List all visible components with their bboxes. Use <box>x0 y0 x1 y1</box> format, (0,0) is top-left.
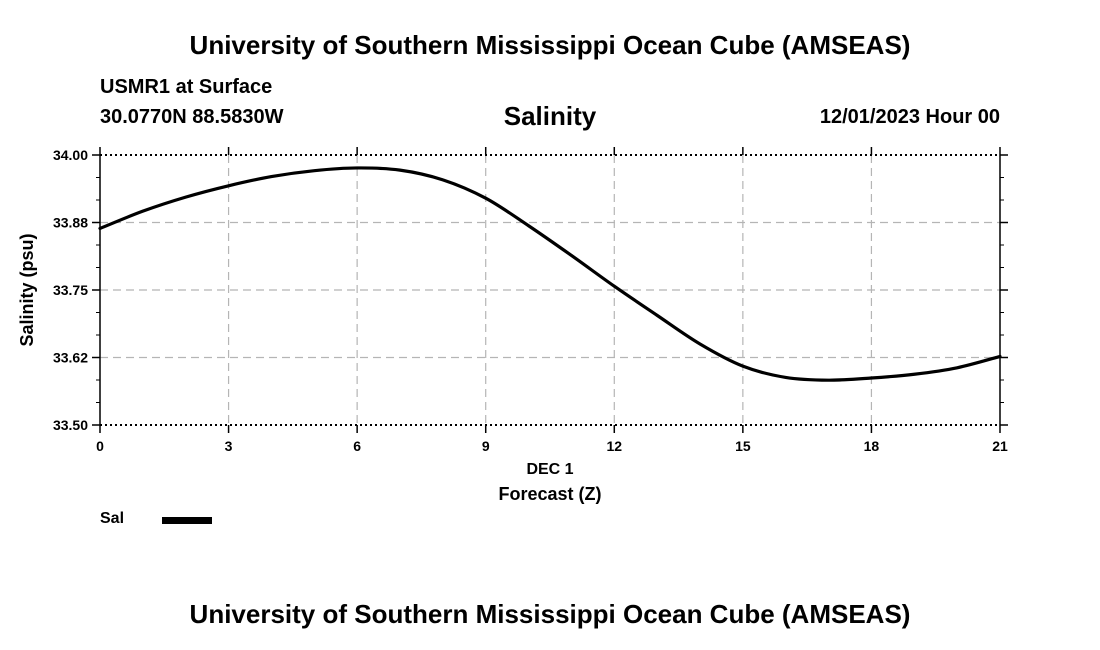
x-tick-label: 9 <box>482 438 490 454</box>
x-axis-label: Forecast (Z) <box>498 484 601 504</box>
footer-title: University of Southern Mississippi Ocean… <box>189 599 911 629</box>
y-axis-label: Salinity (psu) <box>17 233 37 346</box>
y-tick-label: 33.88 <box>53 215 88 231</box>
forecast-datetime: 12/01/2023 Hour 00 <box>819 106 1000 128</box>
y-tick-label: 33.62 <box>53 350 88 366</box>
page-title: University of Southern Mississippi Ocean… <box>189 30 911 60</box>
x-tick-label: 3 <box>225 438 233 454</box>
y-tick-label: 33.50 <box>53 417 88 433</box>
chart-title: Salinity <box>503 101 597 131</box>
series-line-sal <box>98 166 1002 382</box>
x-tick-label: 6 <box>353 438 361 454</box>
x-axis-sublabel: DEC 1 <box>526 461 573 478</box>
y-tick-label: 34.00 <box>53 147 88 163</box>
coordinates-label: 30.0770N 88.5830W <box>100 106 284 128</box>
x-tick-label: 0 <box>96 438 104 454</box>
x-tick-label: 18 <box>864 438 880 454</box>
legend-swatch-sal <box>162 517 212 524</box>
x-tick-label: 15 <box>735 438 751 454</box>
legend-label-sal: Sal <box>100 510 125 527</box>
station-label: USMR1 at Surface <box>100 76 273 98</box>
y-tick-label: 33.75 <box>53 282 88 298</box>
x-tick-label: 21 <box>992 438 1008 454</box>
x-tick-label: 12 <box>606 438 622 454</box>
